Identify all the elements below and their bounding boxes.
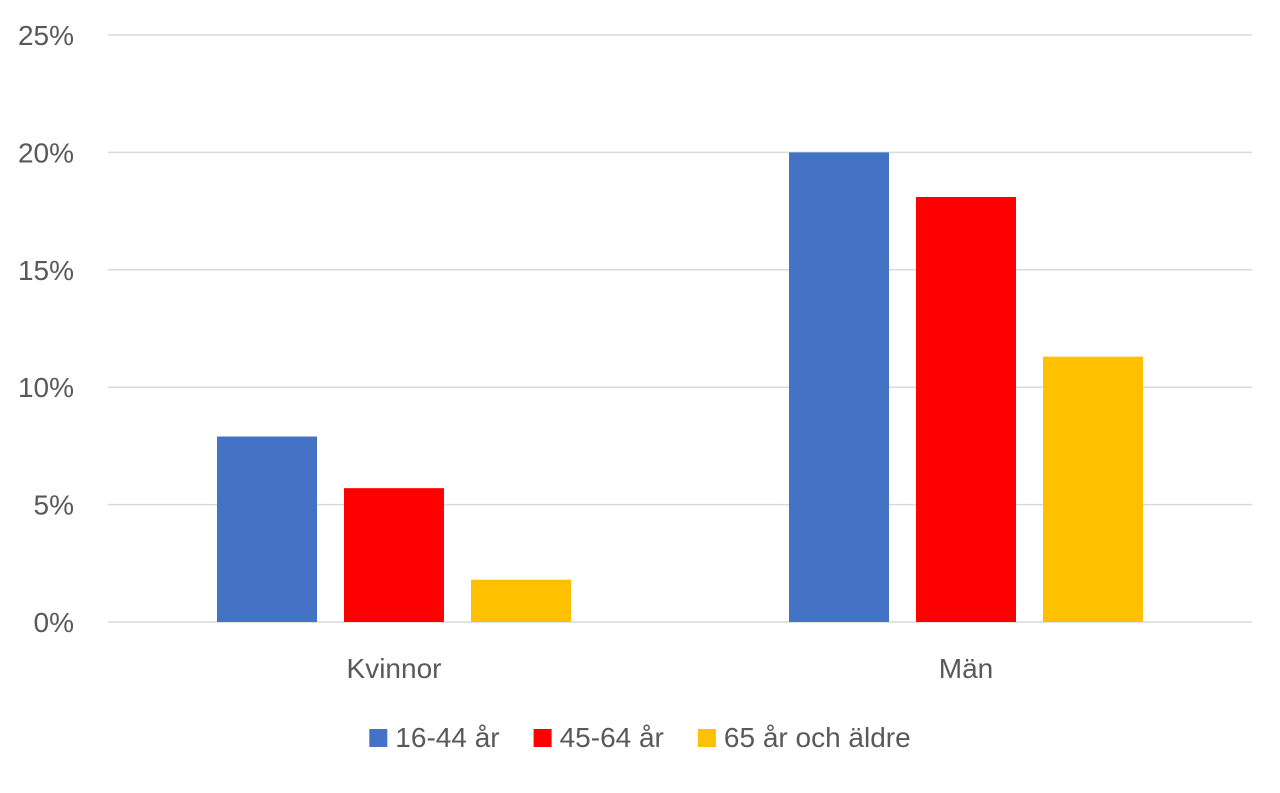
bar [471,579,571,622]
legend-item: 45-64 år [533,722,664,753]
legend-item: 65 år och äldre [697,722,911,753]
legend-label: 16-44 år [395,722,499,753]
y-tick-label: 20% [18,137,74,168]
legend-swatch [533,729,552,747]
legend-item: 16-44 år [369,722,500,753]
y-tick-label: 25% [18,20,74,51]
bar [217,436,317,622]
y-tick-label: 0% [34,607,74,638]
legend-label: 65 år och äldre [724,722,911,753]
legend-swatch [697,729,716,747]
y-tick-label: 5% [34,490,74,521]
bar [916,197,1016,622]
x-axis-category-labels: Kvinnor Män [347,653,994,684]
legend-swatch [369,729,388,747]
y-tick-label: 10% [18,372,74,403]
legend-label: 45-64 år [560,722,664,753]
bar [1043,356,1143,622]
y-axis-tick-labels: 0% 5% 10% 15% 20% 25% [18,20,74,638]
legend: 16-44 år 45-64 år 65 år och äldre [369,722,911,753]
bars [217,152,1143,622]
bar [789,152,889,622]
bar [344,488,444,622]
x-category-label: Kvinnor [347,653,442,684]
y-tick-label: 15% [18,255,74,286]
x-category-label: Män [939,653,993,684]
